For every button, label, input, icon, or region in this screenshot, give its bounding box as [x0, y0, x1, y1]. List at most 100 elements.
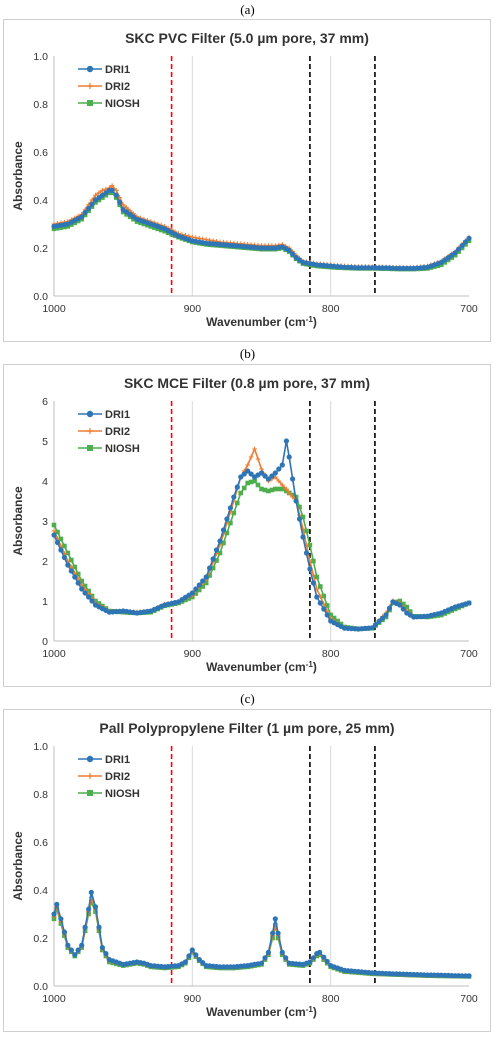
data-point	[459, 243, 465, 249]
data-point	[89, 201, 95, 207]
data-point	[307, 566, 313, 572]
x-tick-label: 800	[322, 303, 340, 315]
series-line	[53, 192, 470, 270]
data-point	[196, 582, 202, 588]
data-point	[248, 454, 254, 460]
y-tick-label: 1.0	[33, 51, 48, 63]
data-point	[200, 584, 205, 589]
data-point	[245, 462, 251, 468]
series-niosh	[51, 899, 472, 979]
y-tick-label: 2	[42, 556, 48, 568]
data-point	[224, 516, 230, 522]
data-point	[293, 498, 299, 504]
x-axis-label: Wavenumber (cm-1)	[206, 1005, 317, 1020]
data-point	[265, 949, 271, 955]
data-point	[462, 239, 469, 245]
data-point	[262, 487, 268, 493]
data-point	[82, 924, 88, 930]
data-point	[324, 612, 330, 618]
x-tick-label: 1000	[42, 648, 66, 660]
data-point	[72, 952, 78, 958]
legend-marker	[86, 65, 94, 73]
data-point	[68, 947, 74, 953]
data-point	[210, 565, 216, 571]
chart-panel-c: Pall Polypropylene Filter (1 µm pore, 25…	[3, 709, 491, 1032]
data-point	[82, 590, 88, 596]
data-point	[286, 247, 292, 253]
data-point	[255, 456, 261, 462]
data-point	[113, 192, 119, 198]
data-point	[96, 924, 102, 930]
data-point	[89, 598, 95, 604]
data-point	[51, 522, 57, 528]
data-point	[72, 574, 78, 580]
data-point	[255, 482, 261, 488]
data-point	[290, 251, 296, 257]
data-point	[386, 605, 393, 611]
series-dri1	[51, 438, 472, 632]
data-point	[466, 973, 472, 979]
data-point	[92, 904, 99, 910]
data-point	[200, 960, 206, 966]
data-point	[279, 949, 285, 955]
legend-marker	[87, 428, 93, 434]
legend-label: NIOSH	[105, 443, 140, 455]
data-point	[321, 593, 326, 599]
data-point	[200, 578, 206, 584]
data-point	[217, 550, 223, 556]
data-point	[103, 951, 109, 957]
data-point	[303, 550, 310, 556]
data-point	[369, 625, 375, 631]
data-point	[86, 594, 92, 600]
data-point	[65, 550, 71, 556]
data-point	[269, 487, 275, 493]
legend-label: DRI2	[105, 426, 130, 438]
data-point	[117, 199, 123, 205]
legend-label: DRI1	[105, 64, 130, 76]
data-point	[300, 514, 306, 520]
y-tick-label: 1.0	[33, 741, 48, 753]
data-point	[82, 583, 88, 589]
data-point	[189, 947, 195, 953]
data-point	[304, 528, 309, 534]
y-tick-label: 0.2	[33, 243, 48, 255]
data-point	[266, 488, 271, 494]
data-point	[207, 573, 212, 578]
y-tick-label: 0.8	[33, 789, 48, 801]
data-point	[89, 593, 95, 599]
data-point	[279, 462, 285, 468]
data-point	[210, 556, 216, 562]
data-point	[58, 916, 64, 922]
chart-title: SKC PVC Filter (5.0 µm pore, 37 mm)	[125, 30, 369, 46]
series-niosh	[51, 190, 472, 272]
chart-panel-a: SKC PVC Filter (5.0 µm pore, 37 mm) 0.0 0.…	[3, 19, 491, 342]
data-point	[248, 479, 254, 485]
y-tick-label: 0.6	[33, 147, 48, 159]
data-point	[404, 604, 409, 610]
data-point	[290, 494, 296, 500]
data-point	[328, 612, 333, 618]
data-point	[296, 516, 303, 522]
data-point	[196, 957, 202, 963]
data-point	[376, 618, 382, 624]
data-point	[203, 574, 209, 580]
y-axis-label: Absorbance	[11, 486, 25, 556]
y-tick-label: 3	[42, 516, 48, 528]
data-point	[286, 490, 292, 496]
chart-title: SKC MCE Filter (0.8 µm pore, 37 mm)	[124, 375, 370, 391]
panel-tag-b: (b)	[239, 346, 256, 361]
y-tick-label: 6	[42, 396, 48, 408]
data-point	[96, 190, 102, 196]
x-tick-label: 900	[184, 648, 202, 660]
data-point	[72, 564, 78, 570]
data-point	[86, 205, 92, 211]
data-point	[466, 235, 472, 241]
legend-marker	[86, 755, 94, 763]
data-point	[331, 615, 337, 621]
y-tick-label: 0.4	[33, 885, 48, 897]
y-tick-label: 4	[42, 476, 48, 488]
data-point	[86, 906, 92, 912]
data-point	[456, 246, 462, 252]
data-point	[61, 929, 67, 935]
series-dri1	[51, 889, 472, 979]
